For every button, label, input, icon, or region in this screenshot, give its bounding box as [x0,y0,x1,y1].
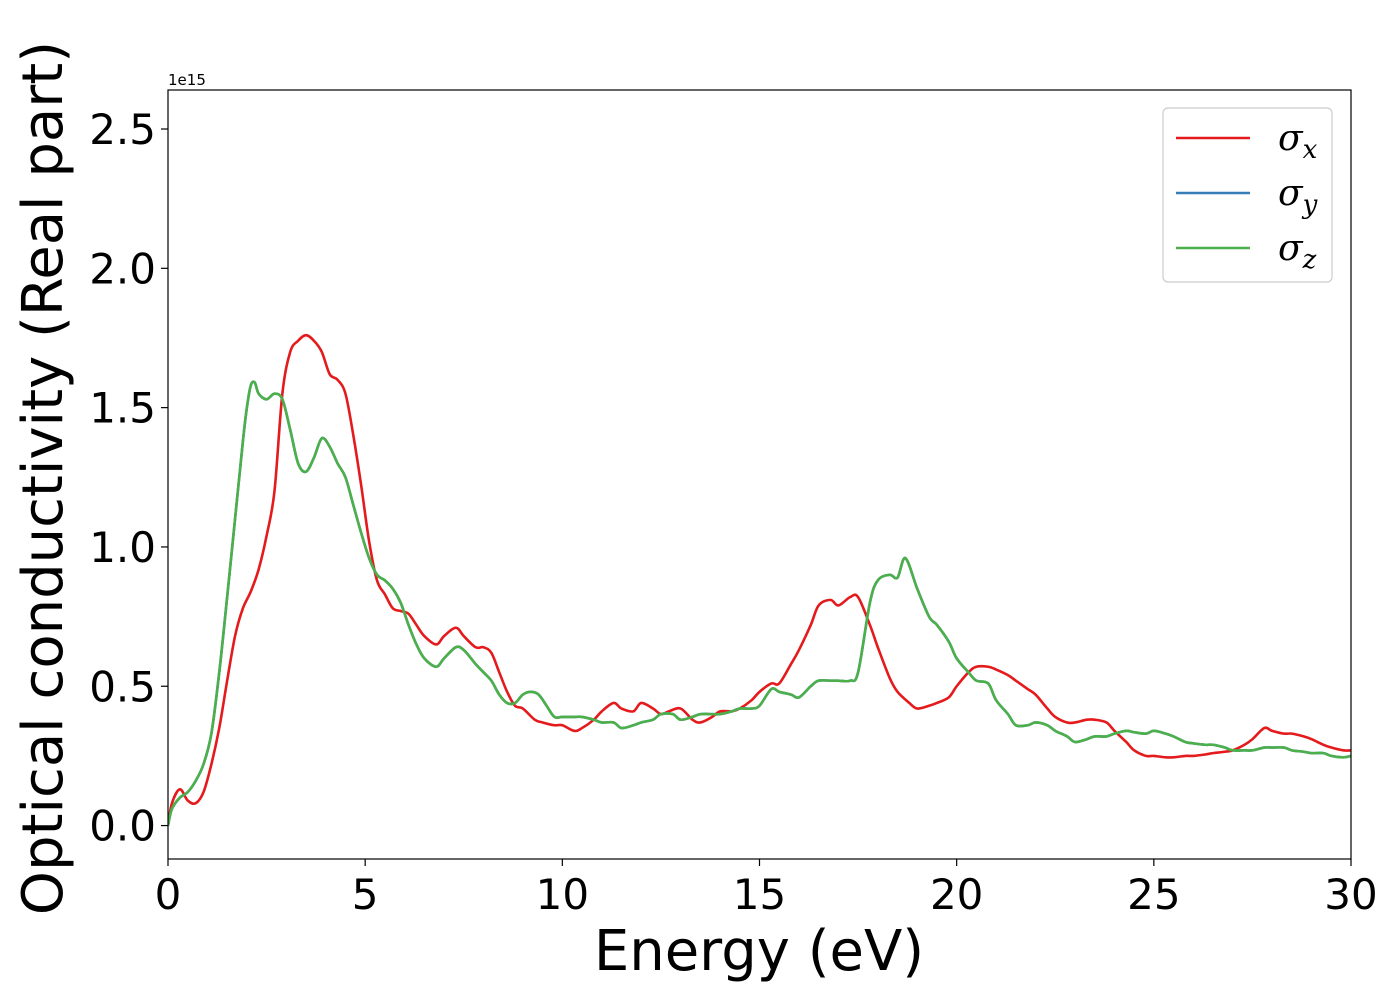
y-axis: 0.0 0.5 1.0 1.5 2.0 2.5 [89,105,168,851]
y-tick-label: 2.5 [89,105,156,154]
legend-box [1162,107,1333,283]
legend-label-base: σ [1278,118,1304,159]
y-tick-label: 2.0 [89,244,156,293]
series-line-z [168,380,1351,826]
legend-label-sub: y [1302,190,1318,220]
legend-label-x: σx [1278,118,1318,165]
x-tick-label: 15 [733,870,786,919]
y-tick-label: 1.5 [89,384,156,433]
y-axis-label: Optical conductivity (Real part) [11,41,76,915]
x-tick-label: 20 [930,870,983,919]
x-tick-label: 30 [1324,870,1377,919]
y-tick-label: 1.0 [89,523,156,572]
legend-label-y: σy [1278,173,1318,220]
legend-label-sub: z [1302,245,1317,275]
legend-label-z: σz [1278,228,1317,275]
y-tick-label: 0.5 [89,662,156,711]
x-tick-label: 5 [352,870,379,919]
legend-label-base: σ [1278,173,1304,214]
legend-label-base: σ [1278,228,1304,269]
x-tick-label: 25 [1127,870,1180,919]
series-layer [168,333,1351,826]
legend-label-sub: x [1303,135,1318,165]
x-tick-label: 10 [536,870,589,919]
series-line-x [168,333,1351,826]
y-tick-label: 0.0 [89,802,156,851]
x-axis: 0 5 10 15 20 25 30 [155,859,1378,919]
x-tick-label: 0 [155,870,182,919]
y-offset-label: 1e15 [168,71,206,89]
x-axis-label: Energy (eV) [594,919,924,984]
